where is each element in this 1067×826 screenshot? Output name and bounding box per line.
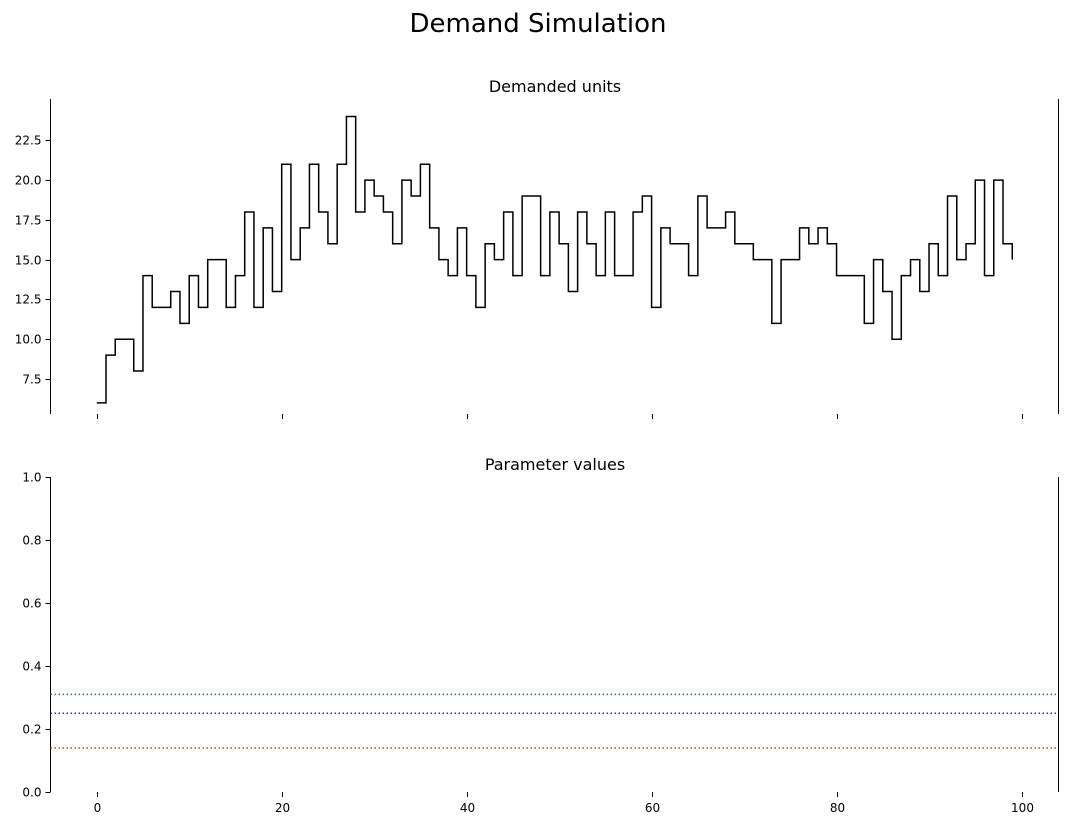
y-tick-label: 7.5 [22, 373, 41, 387]
y-tick-label: 12.5 [15, 293, 42, 307]
figure-title: Demand Simulation [409, 9, 666, 39]
x-ticks [97, 414, 1023, 419]
demanded-units-axes: Demanded units 7.5 10.0 12.5 15.0 17.5 20.0 22… [15, 77, 1059, 419]
x-tick-label: 0 [94, 801, 102, 815]
y-tick-label: 0.2 [22, 723, 41, 737]
y-tick-label: 0.0 [22, 786, 41, 800]
x-tick-label: 40 [460, 801, 475, 815]
demanded-units-title: Demanded units [489, 77, 621, 96]
y-tick-label: 0.4 [22, 660, 41, 674]
y-tick-label: 0.8 [22, 534, 41, 548]
x-tick-label: 20 [275, 801, 290, 815]
parameter-lines [50, 693, 1059, 749]
y-tick-label: 22.5 [15, 134, 42, 148]
x-tick-label: 60 [645, 801, 660, 815]
parameter-values-axes: Parameter values 0.0 0.2 0.4 0.6 0.8 1.0 0 20 4… [22, 455, 1059, 815]
parameter-values-title: Parameter values [485, 455, 625, 474]
x-ticks: 0 20 40 60 80 100 [94, 792, 1034, 815]
y-ticks: 7.5 10.0 12.5 15.0 17.5 20.0 22.5 [15, 134, 51, 387]
y-tick-label: 15.0 [15, 254, 42, 268]
y-tick-label: 10.0 [15, 333, 42, 347]
y-tick-label: 0.6 [22, 597, 41, 611]
y-ticks: 0.0 0.2 0.4 0.6 0.8 1.0 [22, 471, 51, 800]
demand-step-line [96, 115, 1014, 404]
y-tick-label: 1.0 [22, 471, 41, 485]
x-tick-label: 100 [1011, 801, 1034, 815]
y-tick-label: 20.0 [15, 174, 42, 188]
y-tick-label: 17.5 [15, 214, 42, 228]
x-tick-label: 80 [830, 801, 845, 815]
